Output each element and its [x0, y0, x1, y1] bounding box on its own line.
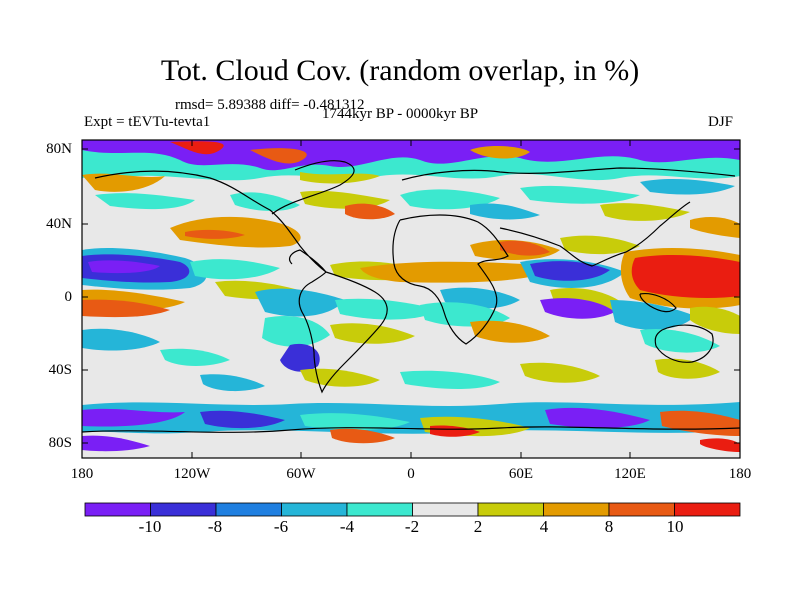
colorbar-box [281, 502, 348, 517]
lat-tick-label: 40S [48, 362, 72, 378]
colorbar-label: -4 [339, 517, 355, 536]
coastlines [82, 160, 740, 433]
colorbar-label: -6 [273, 517, 289, 536]
colorbar-label: 8 [604, 517, 614, 536]
experiment-label: Expt = tEVTu-tevta1 [84, 114, 211, 130]
season-label: DJF [708, 114, 734, 130]
colorbar-label: -8 [207, 517, 223, 536]
colorbar [84, 502, 741, 517]
period-label: 1744kyr BP - 0000kyr BP [322, 106, 479, 122]
colorbar-label: 10 [666, 517, 684, 536]
colorbar-label: -10 [138, 517, 162, 536]
lon-tick-label: 60W [286, 466, 316, 482]
lon-tick-label: 120W [173, 466, 211, 482]
lat-tick-label: 80S [48, 435, 72, 451]
colorbar-box [346, 502, 413, 517]
colorbar-label: 2 [473, 517, 483, 536]
colorbar-box [608, 502, 675, 517]
colorbar-box [477, 502, 544, 517]
south-america-coast [298, 271, 388, 394]
colorbar-label: 4 [539, 517, 549, 536]
cloud-cover-field [82, 140, 740, 458]
nh-pacific-orange [170, 216, 301, 248]
colorbar-box [543, 502, 610, 517]
lon-tick-label: 120E [614, 466, 646, 482]
lon-tick-label: 180 [70, 466, 94, 482]
colorbar-label: -2 [404, 517, 420, 536]
lon-tick-label: 180 [728, 466, 752, 482]
lat-tick-label: 80N [46, 141, 72, 157]
antarctica-coast [82, 426, 740, 433]
lon-tick-label: 60E [508, 466, 534, 482]
figure-title: Tot. Cloud Cov. (random overlap, in %) [160, 54, 640, 87]
colorbar-box [150, 502, 217, 517]
colorbar-box [674, 502, 741, 517]
west-pacific-red [631, 255, 740, 298]
colorbar-box [215, 502, 282, 517]
indian-ocean-blue [530, 261, 610, 281]
tick-marks [82, 140, 740, 458]
colorbar-box [412, 502, 479, 517]
arctic-purple [82, 140, 740, 171]
lat-tick-label: 0 [64, 289, 73, 305]
colorbar-box [84, 502, 151, 517]
lat-tick-label: 40N [46, 216, 72, 232]
australia-coast [654, 324, 714, 363]
lon-tick-label: 0 [407, 466, 415, 482]
n-africa-orange [360, 261, 560, 283]
africa-coast [392, 214, 509, 345]
stats-label: rmsd= 5.89388 diff= -0.481312 [175, 97, 365, 113]
north-america-coast [94, 170, 327, 273]
